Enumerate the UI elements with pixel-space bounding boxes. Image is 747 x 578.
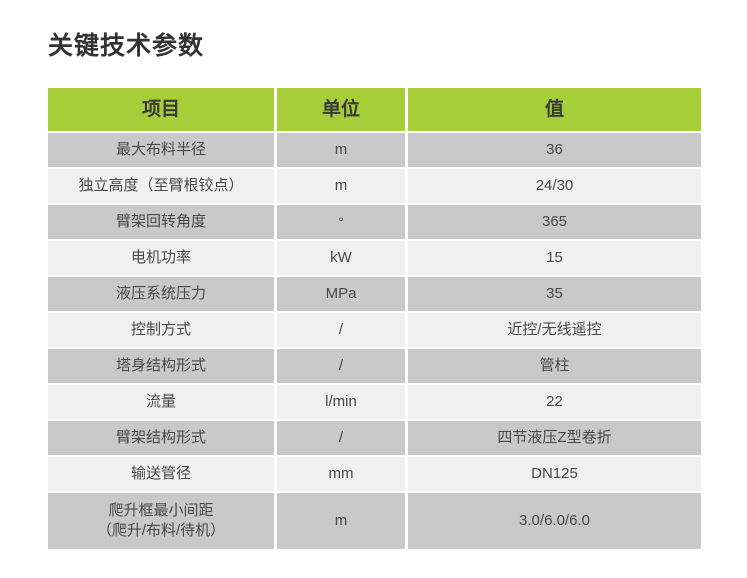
cell-item: 液压系统压力 — [48, 277, 277, 313]
cell-item-line1: 爬升框最小间距 — [108, 502, 214, 520]
table-row: 臂架结构形式 / 四节液压Z型卷折 — [48, 421, 701, 457]
cell-value: 35 — [408, 277, 701, 313]
cell-value: 近控/无线遥控 — [408, 313, 701, 349]
cell-unit: / — [277, 313, 408, 349]
table-row: 塔身结构形式 / 管柱 — [48, 349, 701, 385]
cell-item: 输送管径 — [48, 457, 277, 493]
cell-value: 管柱 — [408, 349, 701, 385]
table-row: 流量 l/min 22 — [48, 385, 701, 421]
table-row: 电机功率 kW 15 — [48, 241, 701, 277]
table-header-row: 项目 单位 值 — [48, 88, 701, 133]
cell-value: 22 — [408, 385, 701, 421]
table-body: 最大布料半径 m 36 独立高度（至臂根铰点） m 24/30 臂架回转角度 °… — [48, 133, 701, 549]
cell-value: 3.0/6.0/6.0 — [408, 493, 701, 549]
cell-value: DN125 — [408, 457, 701, 493]
cell-item: 控制方式 — [48, 313, 277, 349]
cell-value: 四节液压Z型卷折 — [408, 421, 701, 457]
cell-value: 15 — [408, 241, 701, 277]
cell-item: 流量 — [48, 385, 277, 421]
cell-unit: ° — [277, 205, 408, 241]
cell-item: 爬升框最小间距 （爬升/布料/待机） — [48, 493, 277, 549]
cell-item: 臂架结构形式 — [48, 421, 277, 457]
table-row: 独立高度（至臂根铰点） m 24/30 — [48, 169, 701, 205]
cell-unit: mm — [277, 457, 408, 493]
cell-value: 365 — [408, 205, 701, 241]
cell-item: 臂架回转角度 — [48, 205, 277, 241]
table-row: 爬升框最小间距 （爬升/布料/待机） m 3.0/6.0/6.0 — [48, 493, 701, 549]
table-header: 项目 单位 值 — [48, 88, 701, 133]
table-row: 输送管径 mm DN125 — [48, 457, 701, 493]
cell-value: 36 — [408, 133, 701, 169]
cell-unit: m — [277, 133, 408, 169]
cell-item: 电机功率 — [48, 241, 277, 277]
page-title: 关键技术参数 — [48, 32, 205, 60]
cell-item: 最大布料半径 — [48, 133, 277, 169]
cell-unit: m — [277, 169, 408, 205]
column-header-item: 项目 — [48, 88, 277, 133]
table-row: 控制方式 / 近控/无线遥控 — [48, 313, 701, 349]
column-header-value: 值 — [408, 88, 701, 133]
cell-value: 24/30 — [408, 169, 701, 205]
cell-unit: kW — [277, 241, 408, 277]
cell-unit: m — [277, 493, 408, 549]
cell-item: 独立高度（至臂根铰点） — [48, 169, 277, 205]
cell-item-line2: （爬升/布料/待机） — [96, 522, 226, 539]
key-technical-parameters-table: 项目 单位 值 最大布料半径 m 36 独立高度（至臂根铰点） m 24/30 … — [48, 88, 701, 549]
table-row: 最大布料半径 m 36 — [48, 133, 701, 169]
cell-unit: / — [277, 421, 408, 457]
cell-unit: / — [277, 349, 408, 385]
cell-unit: l/min — [277, 385, 408, 421]
table-row: 臂架回转角度 ° 365 — [48, 205, 701, 241]
cell-unit: MPa — [277, 277, 408, 313]
column-header-unit: 单位 — [277, 88, 408, 133]
cell-item: 塔身结构形式 — [48, 349, 277, 385]
table-row: 液压系统压力 MPa 35 — [48, 277, 701, 313]
